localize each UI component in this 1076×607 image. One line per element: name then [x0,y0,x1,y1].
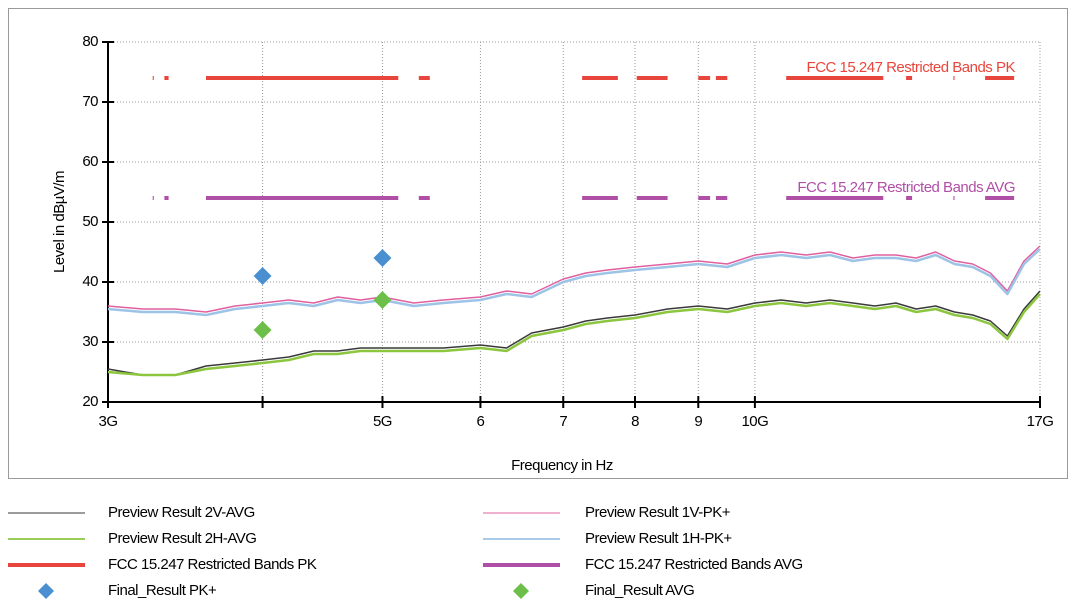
legend-label: FCC 15.247 Restricted Bands PK [108,556,317,573]
x-tick-label: 10G [741,413,768,430]
y-tick-label: 50 [82,213,98,230]
marker [373,249,392,267]
x-tick-label: 3G [98,413,117,430]
series-line [107,245,1041,313]
series-line [107,293,1041,377]
series-line [107,290,1041,376]
y-tick-label: 30 [82,333,98,350]
legend-label: Preview Result 2H-AVG [108,530,256,547]
annotation: FCC 15.247 Restricted Bands PK [807,59,1016,76]
marker [253,267,272,285]
marker [253,321,272,339]
x-axis-label: Frequency in Hz [511,457,613,474]
y-axis-label: Level in dBµV/m [51,171,68,273]
x-tick-label: 8 [631,413,639,430]
legend-swatch [38,583,54,599]
x-tick-label: 6 [477,413,485,430]
x-tick-label: 7 [559,413,567,430]
chart-frame [8,8,1068,479]
x-tick-label: 17G [1027,413,1054,430]
legend-label: Final_Result PK+ [108,582,217,599]
series-line [107,248,1041,317]
legend-label: Final_Result AVG [585,582,694,599]
y-tick-label: 20 [82,393,98,410]
legend-label: Preview Result 2V-AVG [108,504,255,521]
y-tick-label: 60 [82,153,98,170]
legend-label: Preview Result 1H-PK+ [585,530,732,547]
y-tick-label: 80 [82,33,98,50]
y-tick-label: 70 [82,93,98,110]
x-tick-label: 9 [694,413,702,430]
x-tick-label: 5G [373,413,392,430]
annotation: FCC 15.247 Restricted Bands AVG [797,179,1015,196]
legend-label: Preview Result 1V-PK+ [585,504,731,521]
y-tick-label: 40 [82,273,98,290]
legend-label: FCC 15.247 Restricted Bands AVG [585,556,803,573]
marker [373,291,392,309]
legend-swatch [513,583,529,599]
